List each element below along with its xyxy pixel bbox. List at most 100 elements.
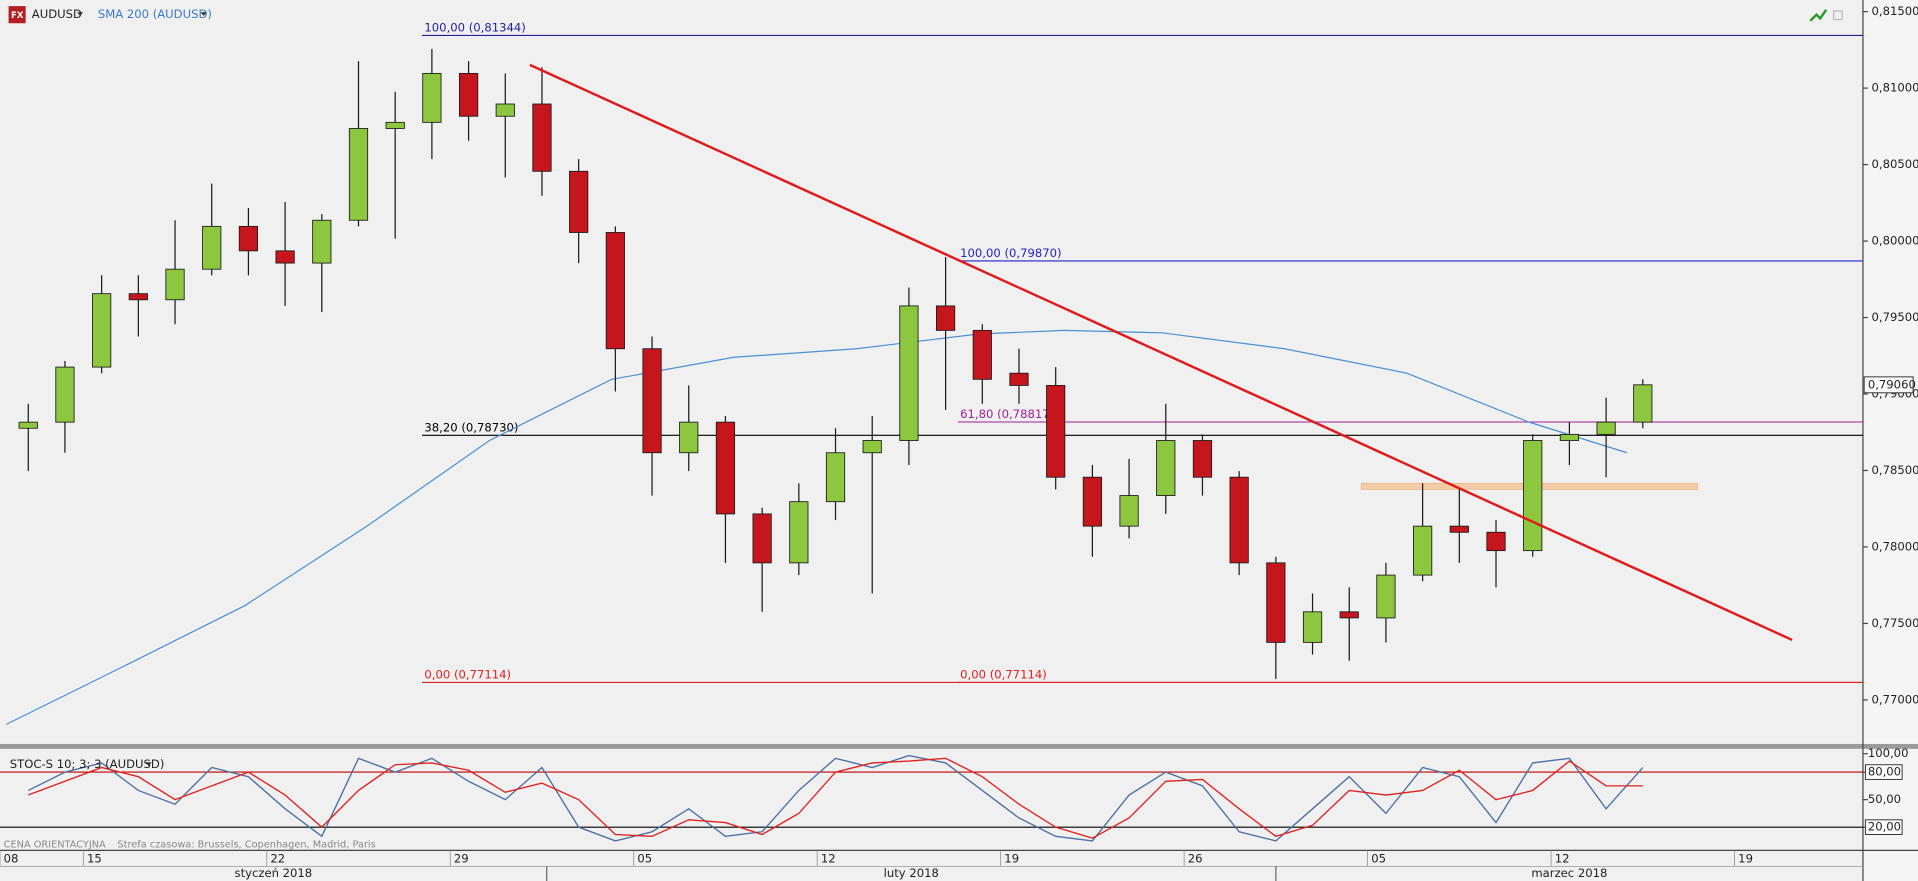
candle-body	[1192, 440, 1213, 478]
footer-note: CENA ORIENTACYJNA	[4, 839, 106, 850]
month-label: luty 2018	[884, 866, 939, 880]
candle-body	[1156, 440, 1176, 496]
candle-body	[1376, 574, 1396, 619]
footer-timezone: Strefa czasowa: Brussels, Copenhagen, Ma…	[117, 839, 375, 850]
candle-body	[679, 421, 699, 454]
candle-body	[862, 440, 882, 454]
last-price-label: 0,79060	[1868, 377, 1916, 391]
x-tick-label: 29	[454, 851, 469, 865]
candle-body	[55, 366, 75, 423]
candle-body	[385, 121, 405, 129]
fib-label: 100,00 (0,79870)	[960, 246, 1061, 260]
candle-body	[1046, 385, 1066, 478]
candle-body	[18, 421, 38, 429]
fib-label: 0,00 (0,77114)	[960, 668, 1047, 682]
x-tick-label: 05	[637, 851, 652, 865]
candle-body	[92, 293, 112, 368]
fib-label: 0,00 (0,77114)	[424, 668, 511, 682]
x-tick-label: 19	[1004, 851, 1019, 865]
x-tick-label: 22	[270, 851, 285, 865]
tick-box	[1864, 819, 1903, 835]
x-tick-label: 12	[1555, 851, 1570, 865]
indicator-label[interactable]: SMA 200 (AUDUSD)	[98, 7, 212, 21]
fib-label: 38,20 (0,78730)	[424, 420, 518, 434]
y-tick-label: 50,00	[1868, 792, 1901, 806]
x-tick-label: 05	[1371, 851, 1386, 865]
candle-body	[238, 225, 259, 252]
candle-body	[972, 329, 992, 380]
candle-body	[128, 293, 148, 301]
candle-body	[936, 305, 956, 331]
stochastic-line	[27, 754, 1644, 842]
fib-label: 61,80 (0,78817)	[960, 407, 1054, 421]
candle-body	[495, 103, 515, 117]
trendline	[529, 63, 1793, 642]
y-tick-label: 0,77000	[1872, 692, 1918, 706]
sma-line	[5, 329, 1628, 725]
month-label: marzec 2018	[1531, 866, 1607, 880]
plot: 0,81500 0,81000 0,80500 0,80000 0,79500 0,790…	[0, 4, 1918, 881]
candle-body	[312, 219, 332, 264]
x-tick-label: 12	[821, 851, 836, 865]
stochastic-line	[28, 757, 1643, 839]
candle-body	[532, 103, 552, 172]
y-tick-label: 0,79500	[1872, 310, 1918, 324]
candle-body	[1339, 611, 1359, 619]
candle-body	[165, 268, 185, 301]
dropdown-arrow[interactable]	[200, 12, 207, 16]
y-tick-label: 20,00	[1868, 820, 1901, 834]
candle-body	[1633, 384, 1653, 423]
y-tick-label: 0,81000	[1872, 81, 1918, 95]
y-tick-label: 0,80000	[1872, 234, 1918, 248]
candle-body	[1119, 495, 1139, 527]
y-tick-label: 0,81500	[1872, 4, 1918, 18]
y-tick-label: 0,78000	[1872, 539, 1918, 553]
candle-body	[789, 501, 809, 564]
candle-body	[1009, 372, 1029, 386]
symbol-title[interactable]: AUDUSD	[32, 7, 82, 21]
icon-glyph: FX	[11, 11, 24, 21]
symbol-icon[interactable]	[8, 6, 26, 24]
candle-body	[1082, 476, 1102, 527]
candle-body	[422, 72, 442, 123]
candle-body	[605, 232, 625, 350]
candle-body	[715, 421, 736, 515]
y-tick-label: 0,80500	[1872, 157, 1918, 171]
candle-body	[348, 128, 369, 221]
candle-body	[1486, 531, 1506, 552]
month-label: styczeń 2018	[235, 866, 313, 880]
tick-box	[1864, 764, 1903, 780]
candle-body	[1266, 562, 1286, 643]
candle-body	[202, 225, 222, 270]
fib-label: 100,00 (0,81344)	[424, 21, 525, 35]
candle-body	[569, 170, 589, 233]
dropdown-arrow[interactable]	[77, 12, 84, 16]
toolbar-icon[interactable]	[1832, 10, 1843, 21]
candle-body	[752, 513, 772, 564]
x-tick-label: 19	[1738, 851, 1753, 865]
x-tick-label: 15	[87, 851, 102, 865]
candle-body	[1229, 476, 1249, 564]
candle-body	[825, 452, 846, 503]
last-price-box	[1863, 376, 1914, 394]
y-tick-label: 100,00	[1868, 746, 1909, 760]
candle-body	[1559, 433, 1580, 441]
y-tick-label: 0,78500	[1872, 463, 1918, 477]
candle-body	[1449, 525, 1469, 533]
indicator-title[interactable]: STOC-S 10; 3; 3 (AUDUSD)	[10, 757, 165, 771]
price-axis-bg	[1862, 0, 1918, 881]
candle-body	[275, 250, 295, 264]
candle-body	[1413, 525, 1433, 576]
candle-body	[1302, 611, 1323, 643]
candle-body	[899, 305, 919, 441]
dropdown-arrow[interactable]	[145, 762, 152, 766]
toolbar-icon[interactable]	[1809, 9, 1828, 22]
candle-body	[1523, 440, 1543, 552]
y-tick-label: 0,77500	[1872, 616, 1918, 630]
x-tick-label: 08	[4, 851, 19, 865]
candle-body	[642, 348, 662, 454]
candle-body	[1596, 421, 1616, 435]
